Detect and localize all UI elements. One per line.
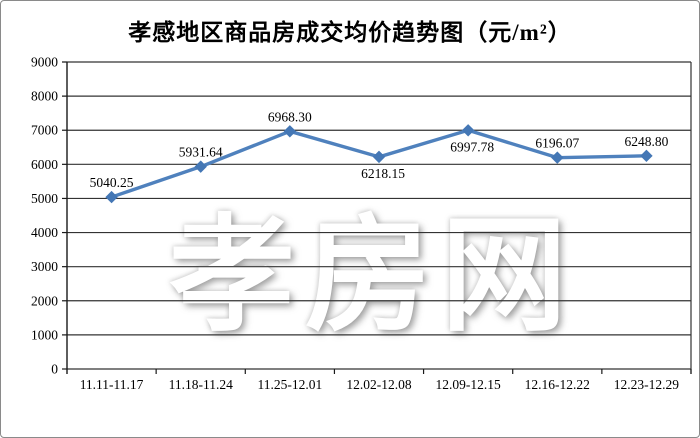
x-tick-label: 11.25-12.01 xyxy=(257,377,322,392)
x-tick-label: 11.11-11.17 xyxy=(80,377,144,392)
x-tick-label: 12.02-12.08 xyxy=(346,377,411,392)
y-tick-label: 9000 xyxy=(31,55,58,70)
y-tick-label: 4000 xyxy=(31,225,58,240)
data-point-marker xyxy=(640,149,653,163)
y-tick-label: 1000 xyxy=(31,327,58,342)
x-tick-label: 12.16-12.22 xyxy=(525,377,590,392)
data-point-marker xyxy=(105,190,118,204)
y-tick-label: 7000 xyxy=(31,123,58,138)
y-tick-label: 0 xyxy=(51,362,58,377)
x-tick-label: 12.09-12.15 xyxy=(436,377,501,392)
data-point-label: 6997.78 xyxy=(450,139,494,154)
y-tick-label: 5000 xyxy=(31,191,58,206)
y-tick-label: 6000 xyxy=(31,157,58,172)
data-point-marker xyxy=(372,150,386,164)
chart-title: 孝感地区商品房成交均价趋势图（元/m²） xyxy=(128,20,572,45)
data-point-label: 6968.30 xyxy=(268,109,312,124)
y-tick-label: 2000 xyxy=(31,293,58,308)
data-point-marker xyxy=(194,160,207,173)
x-tick-label: 11.18-11.24 xyxy=(169,377,233,392)
watermark: 孝房网 xyxy=(169,205,577,346)
data-point-label: 6248.80 xyxy=(624,134,668,149)
y-tick-label: 8000 xyxy=(31,89,58,104)
data-point-marker xyxy=(551,151,564,164)
x-tick-label: 12.23-12.29 xyxy=(614,377,679,392)
data-point-label: 6196.07 xyxy=(535,136,579,151)
data-point-label: 5040.25 xyxy=(90,175,134,190)
data-point-marker xyxy=(461,124,475,137)
y-tick-label: 3000 xyxy=(31,259,58,274)
data-point-marker xyxy=(283,125,297,138)
data-point-label: 5931.64 xyxy=(179,145,223,160)
data-point-label: 6218.15 xyxy=(361,166,405,181)
